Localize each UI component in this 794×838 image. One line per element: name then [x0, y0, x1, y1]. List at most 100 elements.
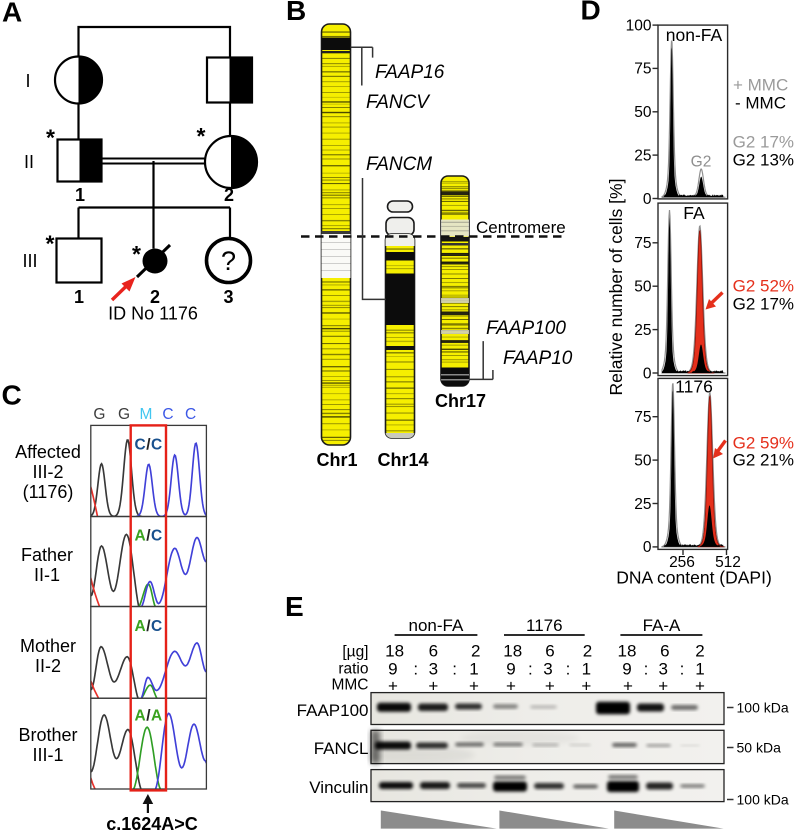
svg-text:Mother: Mother	[20, 636, 76, 656]
svg-text:18: 18	[503, 642, 522, 661]
svg-text:+: +	[506, 677, 516, 696]
svg-text:3: 3	[658, 660, 667, 679]
svg-text:C: C	[2, 380, 22, 411]
svg-text:FAAP100: FAAP100	[486, 318, 566, 339]
svg-text:Relative number of cells [%]: Relative number of cells [%]	[606, 179, 626, 396]
svg-text:FAAP10: FAAP10	[503, 348, 573, 369]
svg-text:256: 256	[669, 554, 695, 571]
svg-text:1: 1	[74, 287, 84, 307]
svg-text:*: *	[46, 231, 55, 257]
svg-text:DNA content (DAPI): DNA content (DAPI)	[616, 568, 772, 588]
svg-text:512: 512	[715, 554, 741, 571]
svg-text:75: 75	[634, 409, 651, 426]
svg-text:75: 75	[634, 61, 651, 78]
svg-text:A/C: A/C	[135, 528, 163, 545]
svg-text:E: E	[285, 591, 304, 622]
svg-text:I: I	[25, 71, 30, 91]
svg-text:*: *	[46, 125, 55, 151]
svg-text:FAAP16: FAAP16	[375, 62, 445, 83]
svg-text:1: 1	[75, 185, 85, 205]
svg-text:MMC: MMC	[331, 677, 368, 694]
svg-text:+: +	[545, 677, 555, 696]
svg-text:Brother: Brother	[18, 725, 77, 745]
svg-text:Centromere: Centromere	[476, 218, 566, 237]
svg-text:6: 6	[429, 642, 438, 661]
svg-text:+: +	[428, 677, 438, 696]
svg-text:9: 9	[506, 660, 515, 679]
svg-text:FA-A: FA-A	[643, 616, 681, 635]
svg-text:M: M	[140, 406, 153, 423]
svg-text:3: 3	[543, 660, 552, 679]
svg-text:FA: FA	[683, 203, 705, 223]
svg-text:G2 21%: G2 21%	[733, 451, 794, 470]
svg-text:C: C	[162, 406, 173, 423]
svg-text:100: 100	[626, 17, 652, 34]
svg-text:75: 75	[634, 235, 651, 252]
svg-text:+: +	[581, 677, 591, 696]
svg-text:D: D	[581, 0, 601, 26]
svg-text::: :	[452, 660, 457, 679]
svg-text:18: 18	[618, 642, 637, 661]
svg-text:FANCM: FANCM	[366, 154, 432, 175]
svg-text:G2: G2	[691, 154, 712, 171]
svg-text::: :	[528, 660, 533, 679]
svg-text:G2 52%: G2 52%	[733, 277, 794, 296]
svg-text:50 kDa: 50 kDa	[737, 740, 782, 756]
svg-text:1: 1	[695, 660, 704, 679]
svg-text:1: 1	[469, 660, 478, 679]
svg-text:C: C	[185, 406, 196, 423]
svg-text:G: G	[118, 406, 130, 423]
svg-text:2: 2	[150, 287, 160, 307]
svg-text:Chr1: Chr1	[316, 450, 357, 470]
svg-text:1176: 1176	[526, 616, 563, 635]
svg-text:+ MMC: + MMC	[733, 75, 788, 94]
svg-text:FANCL: FANCL	[314, 739, 369, 758]
svg-text:II-2: II-2	[35, 656, 61, 676]
svg-text::: :	[566, 660, 571, 679]
svg-text:C/C: C/C	[135, 437, 163, 454]
svg-text:18: 18	[385, 642, 404, 661]
svg-text:III: III	[22, 251, 37, 271]
svg-text:6: 6	[545, 642, 554, 661]
svg-text:II: II	[24, 152, 34, 172]
svg-text:3: 3	[223, 287, 233, 307]
svg-text:25: 25	[634, 496, 651, 513]
svg-text:25: 25	[634, 322, 651, 339]
svg-text:3: 3	[429, 660, 438, 679]
svg-text:Vinculin: Vinculin	[309, 778, 368, 797]
svg-text:+: +	[469, 677, 479, 696]
svg-text:III-2: III-2	[32, 462, 63, 482]
svg-text:Father: Father	[21, 545, 73, 565]
svg-text:G2 17%: G2 17%	[733, 295, 794, 314]
svg-text:9: 9	[622, 660, 631, 679]
svg-text:50: 50	[634, 104, 652, 121]
svg-text:FANCV: FANCV	[366, 92, 431, 113]
svg-text:A/C: A/C	[135, 618, 163, 635]
svg-text:2: 2	[224, 185, 234, 205]
svg-text:ID No 1176: ID No 1176	[108, 304, 198, 324]
svg-text:Chr14: Chr14	[377, 450, 428, 470]
svg-text:[µg]: [µg]	[342, 644, 368, 661]
svg-text:B: B	[286, 0, 306, 26]
svg-text:0: 0	[643, 365, 652, 382]
svg-text:ratio: ratio	[338, 661, 368, 678]
svg-text:100 kDa: 100 kDa	[737, 700, 789, 716]
svg-text:A: A	[2, 0, 22, 28]
svg-text:*: *	[132, 241, 141, 267]
svg-text:+: +	[388, 677, 398, 696]
svg-text:Chr17: Chr17	[435, 391, 486, 411]
svg-text:FAAP100: FAAP100	[297, 701, 369, 720]
svg-text:G: G	[93, 406, 105, 423]
svg-text:25: 25	[634, 147, 651, 164]
svg-text:G2 13%: G2 13%	[733, 151, 794, 170]
svg-text:50: 50	[634, 279, 652, 296]
svg-text:?: ?	[221, 246, 236, 276]
svg-text:*: *	[197, 123, 206, 149]
svg-text:0: 0	[643, 539, 652, 556]
svg-text:non-FA: non-FA	[666, 25, 723, 45]
svg-text::: :	[644, 660, 649, 679]
svg-text:+: +	[623, 677, 633, 696]
svg-text:(1176): (1176)	[23, 482, 74, 502]
svg-text:50: 50	[634, 452, 652, 469]
svg-text:Affected: Affected	[15, 442, 81, 462]
